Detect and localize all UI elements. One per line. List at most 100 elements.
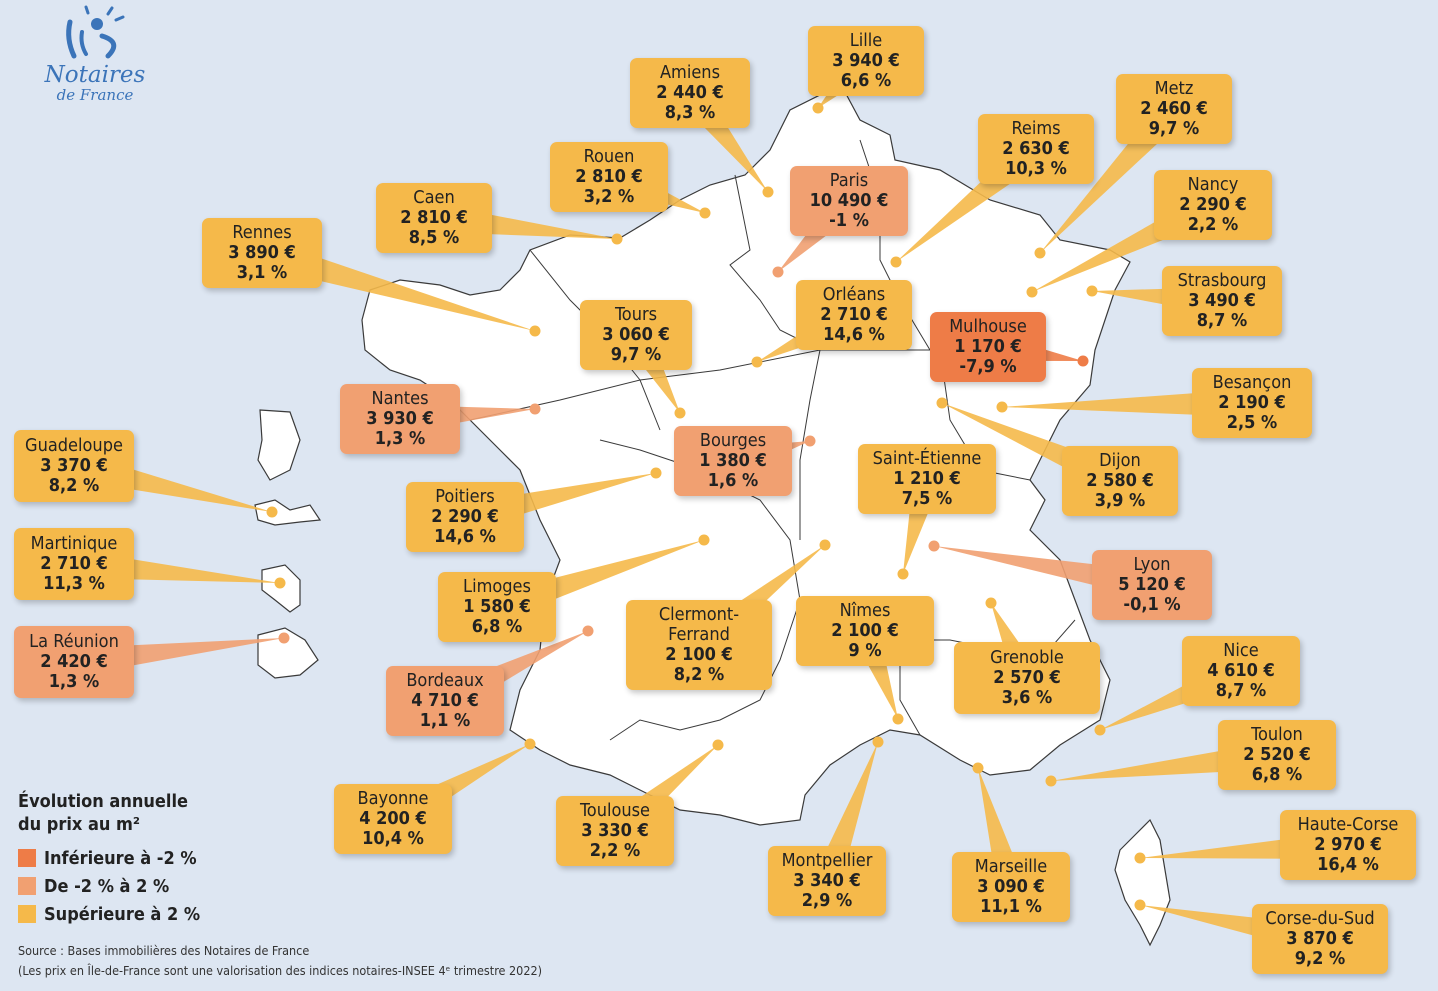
bayonne-name: Bayonne: [357, 788, 429, 809]
guadeloupe-label-box: Guadeloupe 3 370 €8,2 %: [14, 430, 134, 502]
strasbourg-evolution: 8,7 %: [1196, 310, 1248, 331]
martinique-name: Martinique: [30, 533, 118, 554]
clermont-ferrand-price: 2 100 €: [665, 644, 733, 665]
la-reunion-marker: [278, 632, 290, 644]
corse-du-sud-name: Corse-du-Sud: [1265, 908, 1375, 929]
clermont-ferrand-label-box: Clermont- Ferrand 2 100 €8,2 %: [626, 600, 772, 690]
paris-price: 10 490 €: [809, 190, 889, 211]
marseille-marker: [972, 762, 984, 774]
lyon-evolution: -0,1 %: [1123, 594, 1181, 615]
nantes-price: 3 930 €: [366, 408, 434, 429]
caen-evolution: 8,5 %: [408, 227, 460, 248]
nice-name: Nice: [1223, 640, 1259, 661]
rennes-price: 3 890 €: [228, 242, 296, 263]
strasbourg-name: Strasbourg: [1177, 270, 1267, 291]
logo-line2: de France: [56, 86, 134, 104]
lyon-price: 5 120 €: [1118, 574, 1186, 595]
rouen-name: Rouen: [583, 146, 635, 167]
toulouse-evolution: 2,2 %: [589, 840, 641, 861]
montpellier-label-box: Montpellier 3 340 €2,9 %: [768, 846, 886, 916]
paris-label-box: Paris 10 490 € -1 %: [790, 166, 908, 236]
nimes-marker: [892, 713, 904, 725]
paris-evolution: -1 %: [829, 210, 869, 231]
tours-name: Tours: [614, 304, 658, 325]
logo-line1: Notaires: [44, 62, 146, 88]
rennes-pointer: [258, 239, 535, 331]
toulouse-marker: [712, 739, 724, 751]
marseille-label-box: Marseille 3 090 €11,1 %: [952, 852, 1070, 922]
notaires-logo: Notaires de France: [30, 4, 160, 114]
bourges-name: Bourges: [699, 430, 767, 451]
mulhouse-label-box: Mulhouse 1 170 € -7,9 %: [930, 312, 1046, 382]
legend-item-high: Supérieure à 2 %: [18, 900, 278, 928]
toulon-evolution: 6,8 %: [1251, 764, 1303, 785]
toulon-price: 2 520 €: [1243, 744, 1311, 765]
orleans-evolution: 14,6 %: [823, 324, 885, 345]
besancon-marker: [996, 401, 1008, 413]
amiens-marker: [762, 186, 774, 198]
grenoble-marker: [985, 597, 997, 609]
rennes-name: Rennes: [232, 222, 292, 243]
caen-name: Caen: [413, 187, 455, 208]
mulhouse-price: 1 170 €: [954, 336, 1022, 357]
legend-label-low: Inférieure à -2 %: [44, 847, 197, 869]
amiens-evolution: 8,3 %: [664, 102, 716, 123]
metz-evolution: 9,7 %: [1148, 118, 1200, 139]
reims-price: 2 630 €: [1002, 138, 1070, 159]
legend-swatch-mid: [18, 877, 36, 895]
orleans-marker: [751, 356, 763, 368]
limoges-evolution: 6,8 %: [471, 616, 523, 637]
source-line2: (Les prix en Île-de-France sont une valo…: [18, 963, 543, 978]
saint-etienne-marker: [897, 568, 909, 580]
nancy-evolution: 2,2 %: [1187, 214, 1239, 235]
clermont-ferrand-marker: [819, 539, 831, 551]
dijon-price: 2 580 €: [1086, 470, 1154, 491]
haute-corse-marker: [1134, 852, 1146, 864]
martinique-price: 2 710 €: [40, 553, 108, 574]
corse-du-sud-label-box: Corse-du-Sud 3 870 €9,2 %: [1252, 904, 1388, 974]
besancon-label-box: Besançon 2 190 €2,5 %: [1192, 368, 1312, 438]
la-reunion-label-box: La Réunion 2 420 €1,3 %: [14, 626, 134, 698]
bayonne-evolution: 10,4 %: [362, 828, 424, 849]
legend: Évolution annuelle du prix au m² Inférie…: [18, 790, 278, 928]
bayonne-price: 4 200 €: [359, 808, 427, 829]
nice-evolution: 8,7 %: [1215, 680, 1267, 701]
strasbourg-marker: [1086, 285, 1098, 297]
nimes-evolution: 9 %: [848, 640, 882, 661]
toulouse-label-box: Toulouse 3 330 €2,2 %: [556, 796, 674, 866]
marseille-price: 3 090 €: [977, 876, 1045, 897]
tours-marker: [674, 407, 686, 419]
strasbourg-price: 3 490 €: [1188, 290, 1256, 311]
corse-du-sud-evolution: 9,2 %: [1294, 948, 1346, 969]
reims-marker: [890, 256, 902, 268]
haute-corse-price: 2 970 €: [1314, 834, 1382, 855]
guadeloupe-marker: [266, 506, 278, 518]
nimes-price: 2 100 €: [831, 620, 899, 641]
bayonne-marker: [524, 738, 536, 750]
tours-evolution: 9,7 %: [610, 344, 662, 365]
bordeaux-evolution: 1,1 %: [419, 710, 471, 731]
montpellier-price: 3 340 €: [793, 870, 861, 891]
paris-name: Paris: [829, 170, 869, 191]
bourges-marker: [804, 435, 816, 447]
lille-marker: [812, 102, 824, 114]
limoges-price: 1 580 €: [463, 596, 531, 617]
besancon-price: 2 190 €: [1218, 392, 1286, 413]
lille-evolution: 6,6 %: [840, 70, 892, 91]
paris-marker: [772, 266, 784, 278]
legend-item-low: Inférieure à -2 %: [18, 844, 278, 872]
nancy-name: Nancy: [1187, 174, 1239, 195]
guadeloupe-price: 3 370 €: [40, 455, 108, 476]
martinique-label-box: Martinique 2 710 €11,3 %: [14, 528, 134, 600]
besancon-pointer: [1002, 389, 1253, 417]
lille-name: Lille: [849, 30, 883, 51]
la-reunion-evolution: 1,3 %: [48, 671, 100, 692]
bordeaux-name: Bordeaux: [406, 670, 484, 691]
guadeloupe-island: [254, 409, 322, 526]
montpellier-marker: [872, 736, 884, 748]
metz-label-box: Metz 2 460 €9,7 %: [1116, 74, 1232, 144]
saint-etienne-name: Saint-Étienne: [872, 448, 982, 469]
corse-du-sud-price: 3 870 €: [1286, 928, 1354, 949]
toulouse-price: 3 330 €: [581, 820, 649, 841]
rennes-evolution: 3,1 %: [236, 262, 288, 283]
